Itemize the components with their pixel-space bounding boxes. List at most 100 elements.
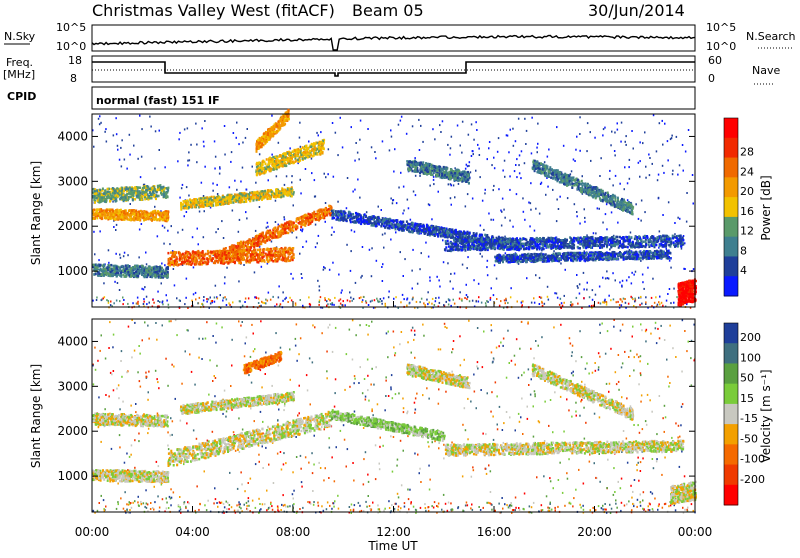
noise-pixel [398,124,400,126]
noise-pixel [259,206,261,208]
band-pixel [187,260,189,263]
near-range-pixel [628,303,630,305]
band-pixel [261,197,263,200]
noise-pixel [282,291,284,293]
band-pixel [253,246,255,249]
band-pixel [223,248,225,251]
noise-pixel [531,117,533,119]
noise-pixel [347,177,349,179]
band-pixel [202,261,204,264]
noise-pixel [593,232,595,234]
band-pixel [136,195,138,198]
band-pixel [254,239,256,242]
noise-pixel [346,207,348,209]
noise-pixel [333,231,335,233]
near-range-pixel [108,300,110,302]
band-pixel [287,232,289,235]
near-range-pixel [217,297,219,299]
noise-pixel [629,178,631,180]
noise-pixel [602,222,604,224]
near-range-pixel [547,296,549,298]
band-pixel [207,204,209,207]
near-range-pixel [262,302,264,304]
band-pixel [304,157,306,160]
band-pixel [240,250,242,253]
noise-pixel [130,203,132,205]
near-range-pixel [195,298,197,300]
noise-pixel [93,231,95,233]
band-pixel [102,200,104,203]
noise-pixel [433,183,435,185]
noise-pixel [479,176,481,178]
band-pixel [293,191,295,194]
band-pixel [267,189,269,192]
noise-pixel [259,153,261,155]
band-pixel [186,207,188,210]
noise-pixel [349,291,351,293]
noise-pixel [530,182,532,184]
near-range-pixel [162,303,164,305]
band-pixel [254,249,256,252]
band-pixel [323,209,325,212]
noise-pixel [315,195,317,197]
noise-pixel [619,183,621,185]
band-pixel [234,262,236,265]
near-range-pixel [476,300,478,302]
near-range-pixel [208,298,210,300]
noise-pixel [352,191,354,193]
noise-pixel [98,259,100,261]
noise-pixel [659,230,661,232]
band-pixel [189,253,191,256]
noise-pixel [236,122,238,124]
noise-pixel [518,164,520,166]
near-range-pixel [622,301,624,303]
near-range-pixel [435,300,437,302]
noise-pixel [143,298,145,300]
noise-pixel [679,218,681,220]
band-pixel [214,197,216,200]
near-range-pixel [363,296,365,298]
near-range-pixel [338,300,340,302]
noise-pixel [276,175,278,177]
band-pixel [262,259,264,262]
noise-pixel [400,172,402,174]
noise-pixel [319,285,321,287]
noise-pixel [629,159,631,161]
near-range-pixel [531,302,533,304]
noise-pixel [169,243,171,245]
noise-pixel [676,136,678,138]
noise-pixel [384,233,386,235]
near-range-pixel [560,298,562,300]
noise-sky-trace [92,36,695,51]
noise-pixel [167,230,169,232]
band-pixel [101,273,103,276]
freq-axis-top: 18 [68,54,82,67]
band-pixel [114,271,116,274]
band-pixel [198,263,200,266]
noise-pixel [539,213,541,215]
noise-pixel [154,168,156,170]
noise-pixel [324,173,326,175]
noise-pixel [393,199,395,201]
band-pixel [94,190,96,193]
noise-pixel [302,246,304,248]
band-pixel [125,196,127,199]
noise-pixel [509,189,511,191]
noise-pixel [155,130,157,132]
band-pixel [139,198,141,201]
near-range-pixel [472,300,474,302]
band-pixel [104,200,106,203]
noise-pixel [504,236,506,238]
near-range-pixel [426,299,428,301]
noise-pixel [355,282,357,284]
band-pixel [159,211,161,214]
band-pixel [147,218,149,221]
noise-pixel [677,217,679,219]
band-pixel [283,252,285,255]
band-pixel [93,214,95,217]
noise-pixel [500,210,502,212]
noise-pixel [524,219,526,221]
noise-pixel [117,149,119,151]
band-pixel [154,275,156,278]
noise-pixel [472,150,474,152]
